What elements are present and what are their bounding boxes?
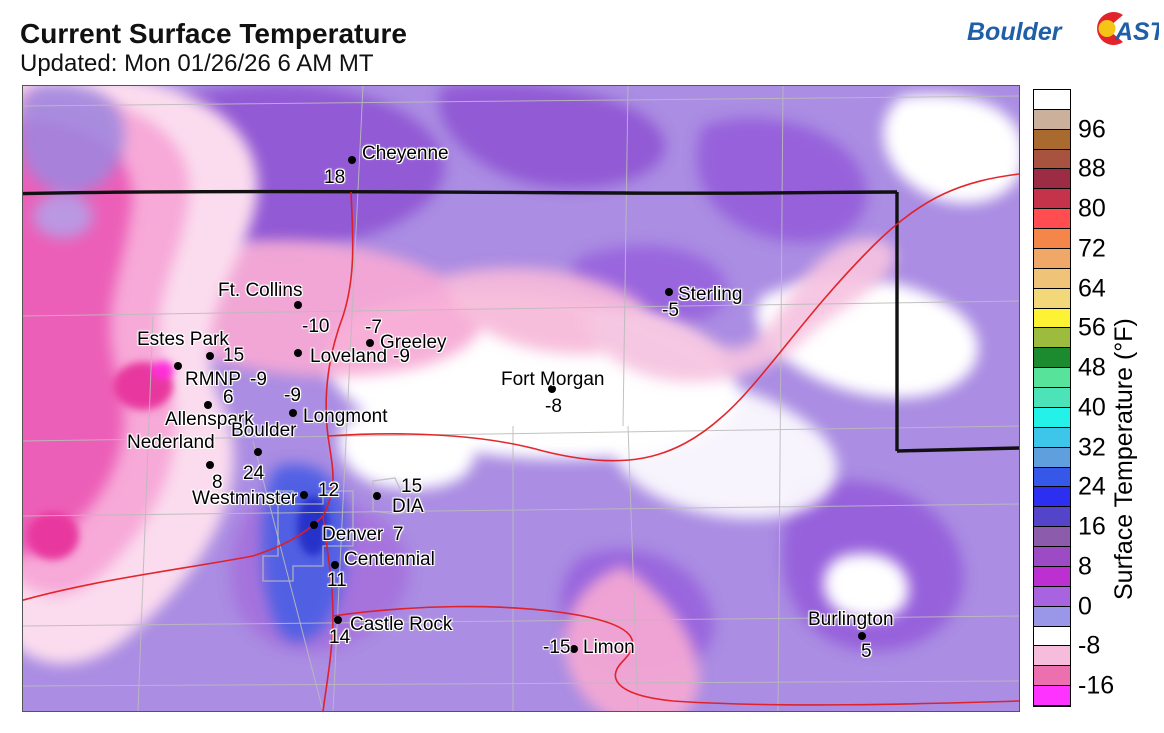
svg-text:Boulder: Boulder: [967, 18, 1063, 46]
svg-text:AST: AST: [1114, 18, 1159, 46]
